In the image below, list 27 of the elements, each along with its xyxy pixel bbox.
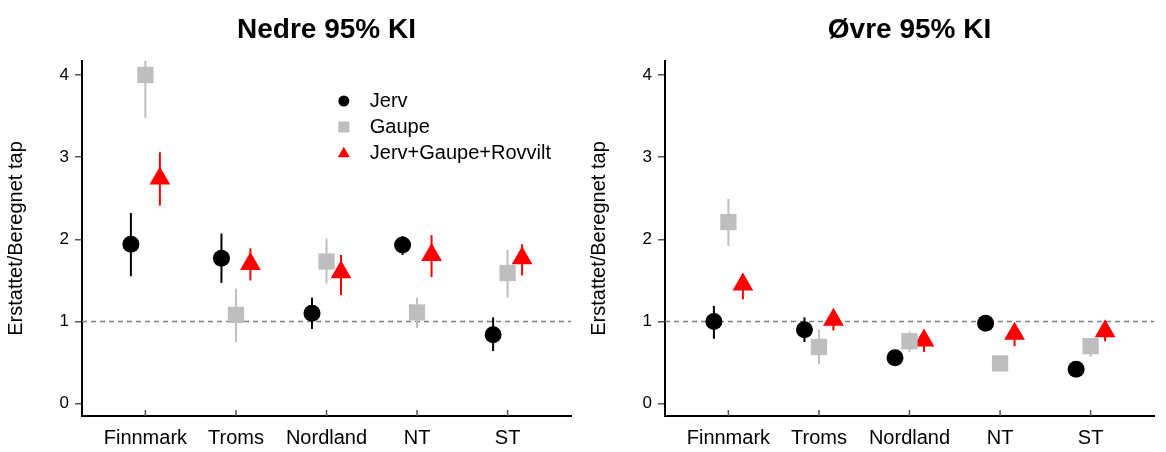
y-axis-title: Erstattet/Beregnet tap — [3, 141, 26, 336]
x-tick-label: NT — [403, 425, 431, 448]
y-tick-label: 0 — [59, 393, 69, 413]
legend-label: Jerv — [369, 88, 408, 111]
legend-label: Jerv+Gaupe+Rovvilt — [369, 140, 552, 163]
x-tick-label: ST — [1077, 425, 1104, 448]
chart-title: Øvre 95% KI — [827, 12, 992, 44]
y-tick-label: 3 — [642, 146, 652, 166]
x-tick-label: NT — [986, 425, 1014, 448]
x-tick-label: Finnmark — [103, 425, 189, 448]
x-tick-label: ST — [494, 425, 521, 448]
y-axis-title: Erstattet/Beregnet tap — [586, 141, 609, 336]
y-tick-label: 0 — [642, 393, 652, 413]
legend-label: Gaupe — [369, 114, 430, 137]
y-tick-label: 3 — [59, 146, 69, 166]
x-tick-label: Nordland — [868, 425, 951, 448]
x-tick-label: Nordland — [285, 425, 368, 448]
y-tick-label: 4 — [642, 64, 652, 84]
y-tick-label: 2 — [642, 229, 652, 249]
x-tick-label: Troms — [790, 425, 847, 448]
y-tick-label: 1 — [59, 311, 69, 331]
y-tick-label: 1 — [642, 311, 652, 331]
y-tick-label: 2 — [59, 229, 69, 249]
y-tick-label: 4 — [59, 64, 69, 84]
x-tick-label: Finnmark — [686, 425, 772, 448]
chart-title: Nedre 95% KI — [237, 12, 416, 44]
x-tick-label: Troms — [207, 425, 264, 448]
